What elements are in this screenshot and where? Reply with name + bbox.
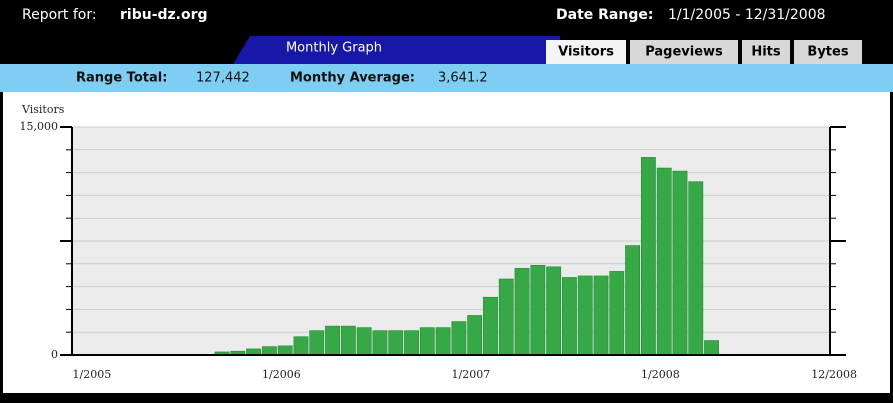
bar: [688, 181, 704, 356]
tab[interactable]: [630, 40, 738, 64]
tab-label[interactable]: Visitors: [558, 45, 614, 60]
bar: [293, 336, 309, 356]
range-total-label: Range Total:: [76, 71, 167, 86]
bar: [372, 330, 388, 356]
summary-bar: [0, 64, 893, 92]
bar: [467, 315, 483, 356]
bar: [625, 245, 641, 356]
bar: [593, 275, 609, 356]
monthly-average: 3,641.2: [438, 71, 488, 86]
y-tick-label: 0: [51, 348, 58, 361]
graph-title: Monthly Graph: [286, 41, 382, 56]
bar: [356, 327, 372, 356]
footer-bar: [0, 393, 893, 403]
bar: [672, 170, 688, 356]
x-tick-label: 1/2007: [452, 368, 491, 381]
bar: [261, 346, 277, 356]
bar: [388, 330, 404, 356]
bar: [277, 345, 293, 356]
tab[interactable]: [742, 40, 790, 64]
tab-label[interactable]: Bytes: [807, 45, 848, 60]
monthly-average-label: Monthy Average:: [290, 71, 415, 86]
bar: [309, 330, 325, 356]
frame-right: [890, 92, 893, 393]
graph-tab: [232, 36, 560, 66]
bar: [530, 265, 546, 356]
report-label: Report for:: [22, 7, 97, 23]
x-tick-label: 12/2008: [811, 368, 857, 381]
site-name: ribu-dz.org: [120, 7, 208, 23]
bar: [514, 268, 530, 356]
bar: [498, 278, 514, 356]
tab[interactable]: [546, 40, 626, 64]
bar: [562, 277, 577, 356]
frame-left: [0, 92, 3, 393]
bar: [419, 327, 435, 356]
bar: [451, 321, 467, 356]
date-label: Date Range:: [556, 7, 653, 23]
bar: [577, 275, 593, 356]
bar: [325, 325, 340, 356]
x-tick-label: 1/2006: [262, 368, 301, 381]
x-tick-label: 1/2008: [641, 368, 680, 381]
bar: [656, 167, 672, 356]
x-tick-label: 1/2005: [73, 368, 112, 381]
tab-label[interactable]: Pageviews: [645, 45, 723, 60]
bar: [640, 157, 656, 356]
bar: [435, 327, 451, 356]
date-range: 1/1/2005 - 12/31/2008: [668, 7, 826, 23]
range-total: 127,442: [196, 71, 250, 86]
tab-label[interactable]: Hits: [751, 45, 781, 60]
bar: [609, 271, 625, 356]
y-tick-label: 15,000: [20, 120, 59, 133]
bar: [404, 330, 419, 356]
bar: [340, 325, 356, 356]
bar: [483, 296, 498, 356]
tab[interactable]: [794, 40, 862, 64]
bar: [546, 266, 562, 356]
y-axis-label: Visitors: [21, 103, 65, 116]
bar: [704, 340, 719, 356]
